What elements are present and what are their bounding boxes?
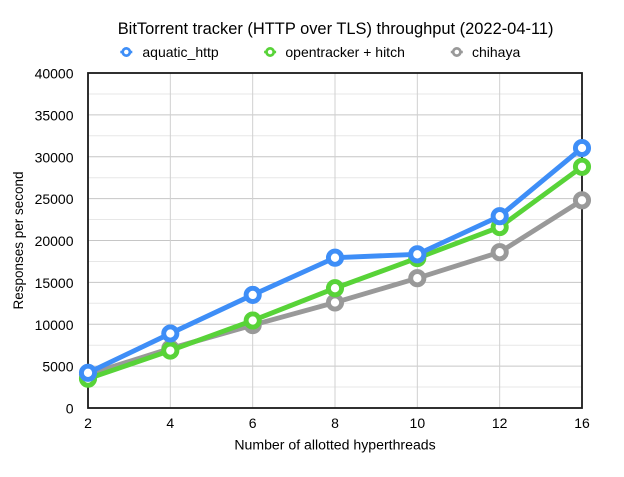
svg-text:aquatic_http: aquatic_http bbox=[142, 44, 218, 60]
svg-text:5000: 5000 bbox=[42, 359, 73, 375]
svg-text:8: 8 bbox=[331, 415, 339, 431]
svg-text:6: 6 bbox=[249, 415, 257, 431]
svg-text:BitTorrent tracker (HTTP over: BitTorrent tracker (HTTP over TLS) throu… bbox=[118, 20, 554, 38]
svg-text:30000: 30000 bbox=[35, 149, 74, 165]
svg-text:16: 16 bbox=[574, 415, 590, 431]
svg-text:35000: 35000 bbox=[35, 108, 74, 124]
svg-text:4: 4 bbox=[166, 415, 174, 431]
svg-text:20000: 20000 bbox=[35, 233, 74, 249]
svg-text:12: 12 bbox=[492, 415, 508, 431]
svg-text:40000: 40000 bbox=[35, 66, 74, 82]
svg-text:Number of allotted hyperthread: Number of allotted hyperthreads bbox=[234, 437, 435, 453]
svg-text:25000: 25000 bbox=[35, 191, 74, 207]
svg-text:10: 10 bbox=[410, 415, 426, 431]
svg-text:opentracker + hitch: opentracker + hitch bbox=[285, 44, 404, 60]
svg-text:Responses per second: Responses per second bbox=[11, 171, 26, 309]
svg-text:10000: 10000 bbox=[35, 317, 74, 333]
svg-text:2: 2 bbox=[84, 415, 92, 431]
svg-text:0: 0 bbox=[66, 401, 74, 417]
svg-text:chihaya: chihaya bbox=[472, 44, 520, 60]
svg-text:15000: 15000 bbox=[35, 275, 74, 291]
